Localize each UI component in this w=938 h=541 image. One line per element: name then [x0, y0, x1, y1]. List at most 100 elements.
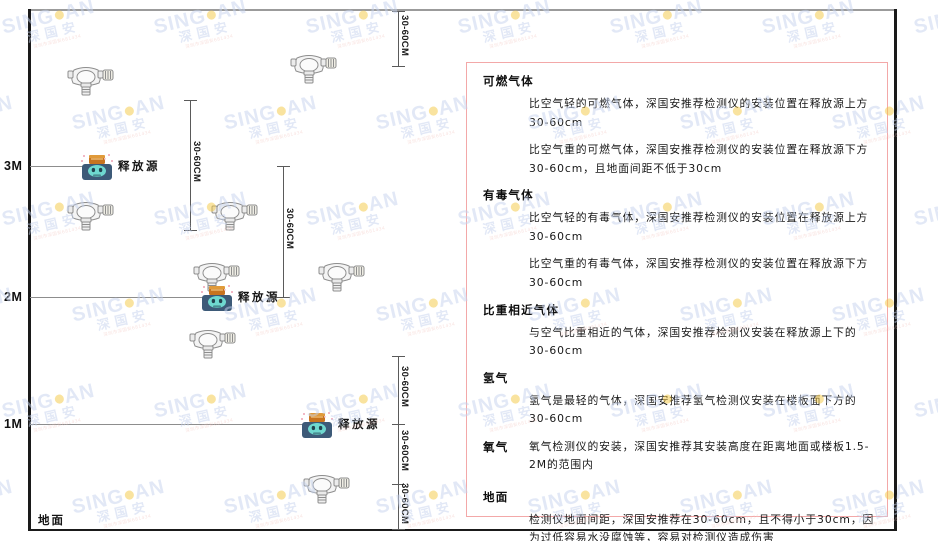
source-2m-icon [200, 283, 234, 313]
watermark-dot-icon [427, 105, 439, 117]
dimension-stem-top-right-gap [398, 11, 399, 66]
source-2m-label: 释放源 [238, 290, 280, 304]
panel-section: 氢气 氢气是最轻的气体，深国安推荐氢气检测仪安装在楼板面下方的30-60cm [483, 370, 875, 429]
panel-section-heading: 比重相近气体 [483, 302, 560, 317]
dimension-label-top-right-gap: 30-60CM [399, 14, 410, 56]
source-1m-label: 释放源 [338, 417, 380, 431]
watermark-brand: SING [151, 197, 209, 231]
watermark-cn: 深国安 [481, 19, 538, 47]
watermark-sub: 深圳市深国安681434 [488, 34, 538, 51]
frame-top-edge [28, 9, 896, 11]
dimension-tick-lower-bottom-end [392, 529, 405, 530]
watermark-dot-icon [275, 489, 287, 501]
watermark-brand: SING [303, 197, 361, 231]
panel-inline-section: 氧气 氧气检测仪的安装，深国安推荐其安装高度在距离地面或楼板1.5-2M的范围内 [483, 438, 875, 475]
panel-section-paragraph: 氢气是最轻的气体，深国安推荐氢气检测仪安装在楼板面下方的30-60cm [529, 393, 857, 426]
watermark-brand: SING [373, 101, 431, 135]
dimension-stem-upper-left-span [190, 100, 191, 230]
watermark-brand-2: AN [670, 0, 706, 25]
panel-section-paragraph: 比空气轻的有毒气体，深国安推荐检测仪的安装位置在释放源上方30-60cm [529, 211, 869, 243]
watermark-dot-icon [53, 393, 65, 405]
watermark-dot-icon [123, 105, 135, 117]
watermark-dot-icon [427, 489, 439, 501]
watermark-brand-2: AN [62, 0, 98, 25]
panel-section-paragraph: 比空气轻的可燃气体，深国安推荐检测仪的安装位置在释放源上方30-60cm [529, 97, 869, 129]
watermark-sub: 深圳市深国安681434 [254, 322, 304, 339]
dimension-tick-lower-bottom-start [392, 484, 405, 485]
watermark-cn: 深国安 [785, 19, 842, 47]
dimension-tick-top-right-gap-end [392, 66, 405, 67]
dimension-label-upper-mid-span: 30-60CM [284, 207, 295, 249]
watermark-cn: 深国安 [0, 304, 18, 335]
panel-section: 比重相近气体与空气比重相近的气体，深国安推荐检测仪安装在释放源上下的30-60c… [483, 302, 875, 361]
dimension-stem-upper-mid-span [283, 166, 284, 297]
watermark-brand-2: AN [366, 0, 402, 25]
watermark-brand-2: AN [366, 187, 402, 217]
level-line-3m [30, 166, 84, 167]
panel-inline-body: 氧气检测仪的安装，深国安推荐其安装高度在距离地面或楼板1.5-2M的范围内 [529, 439, 870, 472]
watermark-dot-icon [509, 9, 521, 21]
watermark-sub: 深圳市深国安681434 [0, 127, 19, 147]
watermark-dot-icon [357, 393, 369, 405]
watermark-sub: 深圳市深国安681434 [254, 514, 304, 531]
watermark-cn: 深国安 [0, 496, 18, 527]
dimension-tick-upper-mid-span-end [277, 297, 290, 298]
panel-section-paragraph: 与空气比重相近的气体，深国安推荐检测仪安装在释放源上下的30-60cm [529, 325, 857, 358]
dimension-label-lower-mid: 30-60CM [399, 430, 410, 472]
watermark-cn: 深国安 [177, 19, 234, 47]
watermark-sub: 深圳市深国安681434 [0, 511, 19, 531]
watermark-cn: 深国安 [177, 403, 234, 431]
dimension-tick-upper-mid-span-start [277, 166, 290, 167]
watermark-brand-2: AN [214, 379, 250, 409]
watermark-brand-2: AN [892, 475, 928, 505]
detector-top-left-icon [64, 62, 116, 100]
detector-mid-right-icon [315, 258, 367, 296]
panel-section-paragraph: 比空气重的可燃气体，深国安推荐检测仪的安装位置在释放源下方30-60cm，且地面… [529, 143, 869, 175]
watermark-dot-icon [427, 297, 439, 309]
dimension-tick-lower-mid-start [392, 424, 405, 425]
watermark-brand-2: AN [892, 283, 928, 313]
watermark-dot-icon [813, 9, 825, 21]
watermark-brand-2: AN [366, 379, 402, 409]
watermark-sub: 深圳市深国安681434 [184, 34, 234, 51]
detector-top-mid-icon [287, 50, 339, 88]
watermark-brand: SING [69, 293, 127, 327]
vertical-axis [28, 9, 31, 531]
watermark-sub: 深圳市深国安681434 [792, 34, 842, 51]
dimension-label-lower-upper: 30-60CM [399, 366, 410, 408]
watermark-cn: 深国安 [95, 307, 152, 335]
watermark-brand: SING [911, 5, 938, 39]
watermark-sub: 深圳市深国安681434 [0, 319, 19, 339]
ground-label: 地面 [38, 513, 65, 527]
watermark-cn: 深国安 [0, 112, 18, 143]
watermark-brand: SING [151, 389, 209, 423]
watermark-cn: 深国安 [399, 499, 456, 527]
watermark-brand: SING [221, 101, 279, 135]
dimension-tick-lower-upper-start [392, 356, 405, 357]
detector-upper-right-icon [208, 197, 260, 235]
watermark-dot-icon [123, 489, 135, 501]
panel-sections: 可燃气体 比空气轻的可燃气体，深国安推荐检测仪的安装位置在释放源上方30-60cm… [483, 73, 875, 541]
panel-section-heading: 有毒气体 [483, 188, 534, 203]
watermark-cn: 深国安 [329, 211, 386, 239]
source-3m-label: 释放源 [118, 159, 160, 173]
watermark-brand: SING [69, 101, 127, 135]
watermark-cn: 深国安 [633, 19, 690, 47]
watermark-brand-2: AN [0, 475, 16, 505]
watermark-sub: 深圳市深国安681434 [336, 34, 386, 51]
panel-section-paragraph: 比空气重的有毒气体，深国安推荐检测仪的安装位置在释放源下方30-60cm [529, 257, 869, 289]
panel-ground-paragraph: 检测仪地面间距，深国安推荐在30-60cm，且不得小于30cm，因为过低容易水没… [529, 512, 875, 541]
dimension-tick-upper-left-span-start [184, 100, 197, 101]
source-3m-icon [80, 152, 114, 182]
watermark-cn: 深国安 [25, 19, 82, 47]
watermark-brand: SING [221, 485, 279, 519]
